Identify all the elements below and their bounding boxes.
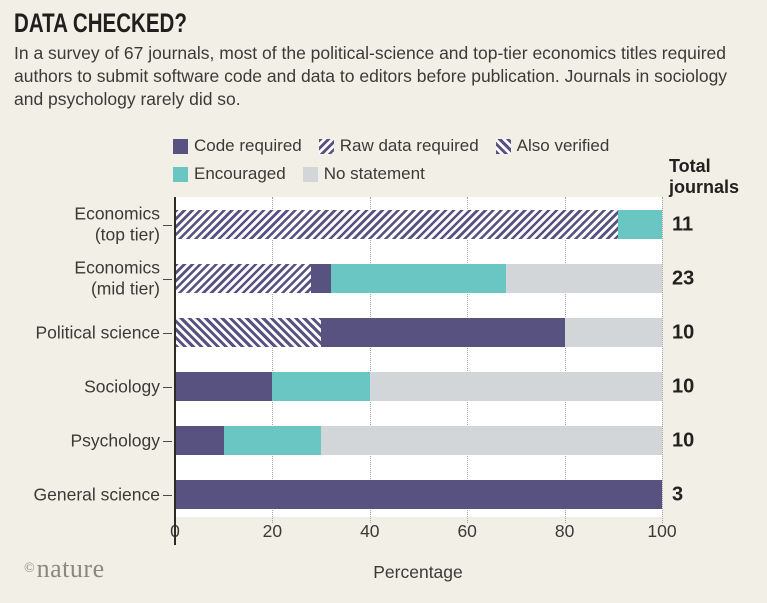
total-journals-value: 23	[672, 267, 695, 289]
total-journals-value: 10	[672, 321, 695, 343]
y-axis-line	[174, 197, 176, 545]
bar-segment-verified	[175, 318, 322, 347]
bar-segment-none	[506, 264, 662, 293]
category-label-line: (mid tier)	[90, 278, 160, 299]
legend-item-verified: Also verified	[495, 136, 610, 156]
legend-row: Code required Raw data required Also verif…	[173, 136, 609, 156]
page-title: DATA CHECKED?	[14, 8, 187, 38]
x-axis-tick-label: 60	[457, 521, 477, 541]
y-axis-tick	[163, 278, 172, 280]
copyright-icon: ©	[24, 561, 35, 576]
bar-segment-none	[369, 372, 662, 401]
legend-item-none: No statement	[302, 164, 425, 184]
category-label: Economics (mid tier)	[0, 257, 160, 300]
total-journals-header: Total journals	[669, 156, 740, 197]
bar-segment-raw	[175, 264, 312, 293]
total-journals-value: 10	[672, 375, 695, 397]
legend-item-code: Code required	[173, 136, 302, 156]
bar-segment-code	[175, 426, 224, 455]
y-axis-tick	[163, 494, 172, 496]
category-label: Sociology	[0, 376, 160, 397]
legend-label: Raw data required	[339, 136, 479, 155]
bar-segment-code	[321, 318, 565, 347]
bar-segment-enc	[330, 264, 507, 293]
x-axis-tick-label: 40	[360, 521, 380, 541]
gridline-60	[467, 197, 469, 523]
legend-swatch-enc	[173, 166, 188, 182]
chart-legend: Code required Raw data required Also verif…	[173, 136, 609, 184]
bar-segment-code	[175, 480, 662, 509]
legend-label: Encouraged	[194, 164, 286, 183]
brand-name: nature	[36, 554, 105, 583]
legend-swatch-code	[173, 138, 188, 154]
bar-segment-enc	[618, 210, 662, 239]
category-label: Psychology	[0, 429, 161, 451]
category-label-line: Political science	[35, 321, 161, 342]
x-axis-tick-label: 100	[647, 521, 677, 541]
y-axis-tick	[163, 440, 172, 442]
bar-row	[175, 372, 662, 401]
category-label: General science	[0, 484, 160, 505]
legend-label: No statement	[323, 164, 425, 183]
legend-label: Code required	[194, 136, 302, 155]
gridline-40	[369, 197, 371, 523]
bar-segment-none	[564, 318, 662, 347]
category-label-line: Economics	[74, 203, 160, 224]
category-label-line: General science	[33, 483, 160, 504]
legend-item-raw: Raw data required	[318, 136, 479, 156]
category-label: Political science	[0, 321, 161, 343]
legend-swatch-raw	[318, 138, 334, 154]
bar-segment-enc	[272, 372, 370, 401]
bar-row	[175, 318, 662, 347]
x-axis-label: Percentage	[373, 562, 463, 582]
bar-segment-code	[175, 372, 273, 401]
gridline-100	[662, 197, 663, 523]
category-label-line: Sociology	[84, 375, 160, 396]
x-axis-tick-label: 20	[262, 521, 283, 541]
bar-segment-none	[321, 426, 662, 455]
nature-logo: © nature	[24, 554, 105, 584]
bar-segment-raw	[175, 210, 619, 239]
legend-swatch-none	[302, 166, 318, 182]
y-axis-tick	[163, 332, 172, 334]
bar-row	[175, 264, 662, 293]
category-label: Economics (top tier)	[0, 203, 160, 246]
y-axis-tick	[163, 224, 172, 226]
legend-item-enc: Encouraged	[173, 164, 286, 184]
bar-segment-code	[311, 264, 331, 293]
gridline-20	[272, 197, 274, 523]
bar-row	[175, 210, 662, 239]
bar-row	[175, 480, 662, 509]
total-journals-value: 3	[672, 483, 684, 505]
legend-swatch-verified	[495, 138, 511, 154]
gridline-80	[564, 197, 566, 523]
plot-area	[175, 197, 662, 517]
legend-label: Also verified	[516, 136, 610, 155]
total-journals-value: 10	[672, 429, 695, 451]
category-label-line: Psychology	[70, 429, 161, 450]
bar-row	[175, 426, 662, 455]
total-journals-value: 11	[672, 213, 694, 235]
y-axis-tick	[163, 386, 172, 388]
bar-segment-enc	[223, 426, 322, 455]
category-label-line: (top tier)	[94, 224, 160, 245]
x-axis-tick-label: 80	[554, 521, 575, 541]
category-label-line: Economics	[74, 257, 160, 278]
chart-subtitle: In a survey of 67 journals, most of the …	[14, 43, 728, 109]
legend-row: Encouraged No statement	[173, 164, 609, 184]
